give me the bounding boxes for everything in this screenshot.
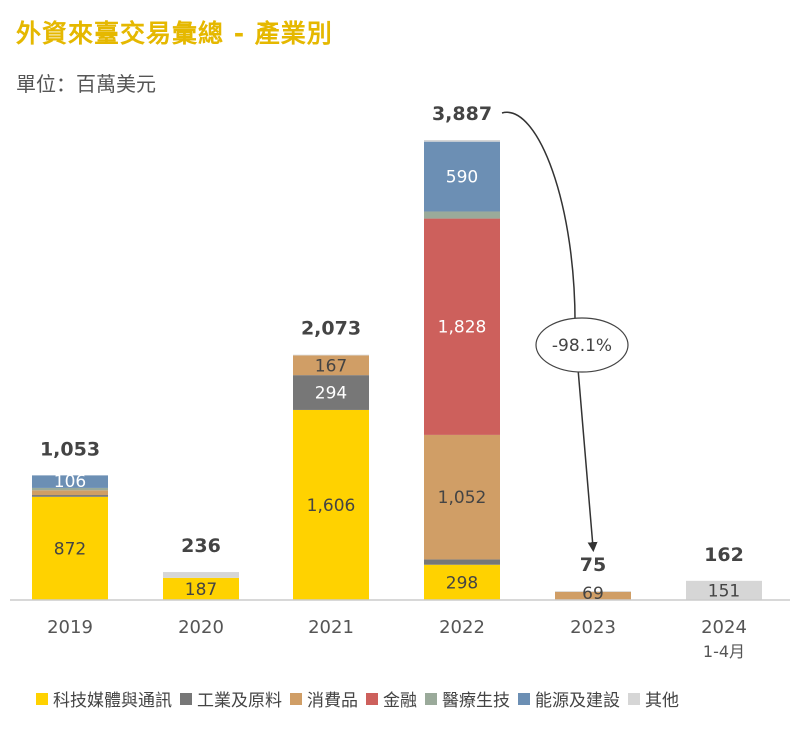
bar-health-2022	[424, 211, 500, 219]
bar-other-2024	[686, 580, 762, 600]
legend-swatch-tech	[36, 692, 48, 705]
bar-consumer-2023	[555, 591, 631, 600]
bar-industrial-2019	[32, 495, 108, 497]
bar-tech-2020	[163, 577, 239, 600]
bar-tech-2022	[424, 564, 500, 600]
legend-swatch-health	[425, 692, 437, 705]
x-tick-sub-2024: 1-4月	[703, 642, 745, 661]
legend-swatch-industrial	[180, 692, 192, 705]
legend-swatch-energy	[518, 692, 530, 705]
legend-item-other: 其他	[628, 686, 679, 711]
stacked-bar-chart: 872 106 1,053 187 236 1,606 294 167 2,073 298 1,05…	[10, 103, 790, 661]
bar-energy-2019	[32, 475, 108, 488]
value-label-energy-2019: 106	[54, 472, 86, 492]
x-tick-2024: 2024	[701, 617, 747, 638]
value-label-industrial-2021: 294	[315, 384, 347, 404]
unit-label: 單位：百萬美元	[16, 72, 156, 96]
bar-tech-2021	[293, 409, 369, 600]
bar-energy-2022	[424, 141, 500, 212]
bar-tech-2019	[32, 496, 108, 600]
bar-finance-2022	[424, 218, 500, 435]
legend-label-industrial: 工業及原料	[197, 691, 282, 711]
x-tick-2023: 2023	[570, 617, 616, 638]
value-label-tech-2019: 872	[54, 539, 86, 559]
legend-item-industrial: 工業及原料	[180, 686, 282, 711]
value-label-consumer-2021: 167	[315, 356, 347, 376]
legend-label-energy: 能源及建設	[535, 691, 620, 711]
bar-other-2022	[424, 140, 500, 142]
total-label-2019: 1,053	[40, 438, 100, 460]
legend-swatch-finance	[366, 692, 378, 705]
bar-consumer-2021	[293, 355, 369, 376]
legend-item-consumer: 消費品	[290, 686, 358, 711]
decline-callout-text: -98.1%	[552, 336, 612, 356]
legend-label-tech: 科技媒體與通訊	[53, 691, 172, 711]
bar-other-2023	[555, 591, 631, 592]
value-label-tech-2021: 1,606	[307, 496, 356, 516]
value-label-consumer-2022: 1,052	[438, 488, 487, 508]
value-label-finance-2022: 1,828	[438, 318, 487, 338]
decline-callout-bubble	[535, 317, 629, 373]
legend-item-energy: 能源及建設	[518, 686, 620, 711]
legend-item-finance: 金融	[366, 686, 417, 711]
legend-label-other: 其他	[645, 691, 679, 711]
value-label-tech-2020: 187	[185, 580, 217, 600]
bar-consumer-2022	[424, 434, 500, 560]
x-tick-2021: 2021	[308, 617, 354, 638]
bar-health-2019	[32, 487, 108, 491]
x-tick-2020: 2020	[178, 617, 224, 638]
legend-item-health: 醫療生技	[425, 686, 510, 711]
legend: 科技媒體與通訊 工業及原料 消費品 金融 醫療生技 能源及建設 其他	[36, 686, 687, 711]
value-label-energy-2022: 590	[446, 168, 478, 188]
x-tick-2022: 2022	[439, 617, 485, 638]
total-label-2020: 236	[181, 535, 221, 557]
total-label-2023: 75	[580, 554, 606, 576]
legend-item-tech: 科技媒體與通訊	[36, 686, 172, 711]
total-label-2021: 2,073	[301, 318, 361, 340]
legend-swatch-other	[628, 692, 640, 705]
bar-other-2020	[163, 572, 239, 578]
value-label-other-2024: 151	[708, 581, 740, 601]
bar-other-2021	[293, 354, 369, 356]
decline-arrow	[501, 111, 598, 553]
total-label-2022: 3,887	[432, 103, 492, 125]
bar-consumer-2019	[32, 490, 108, 496]
value-label-tech-2022: 298	[446, 573, 478, 593]
bar-industrial-2022	[424, 559, 500, 565]
total-label-2024: 162	[704, 544, 744, 566]
x-tick-2019: 2019	[47, 617, 93, 638]
legend-label-consumer: 消費品	[307, 691, 358, 711]
chart-title: 外資來臺交易彙總 - 產業別	[16, 19, 333, 48]
legend-swatch-consumer	[290, 692, 302, 705]
legend-label-health: 醫療生技	[442, 691, 510, 711]
bar-industrial-2021	[293, 375, 369, 410]
value-label-consumer-2023: 69	[582, 584, 604, 604]
legend-label-finance: 金融	[383, 691, 417, 711]
